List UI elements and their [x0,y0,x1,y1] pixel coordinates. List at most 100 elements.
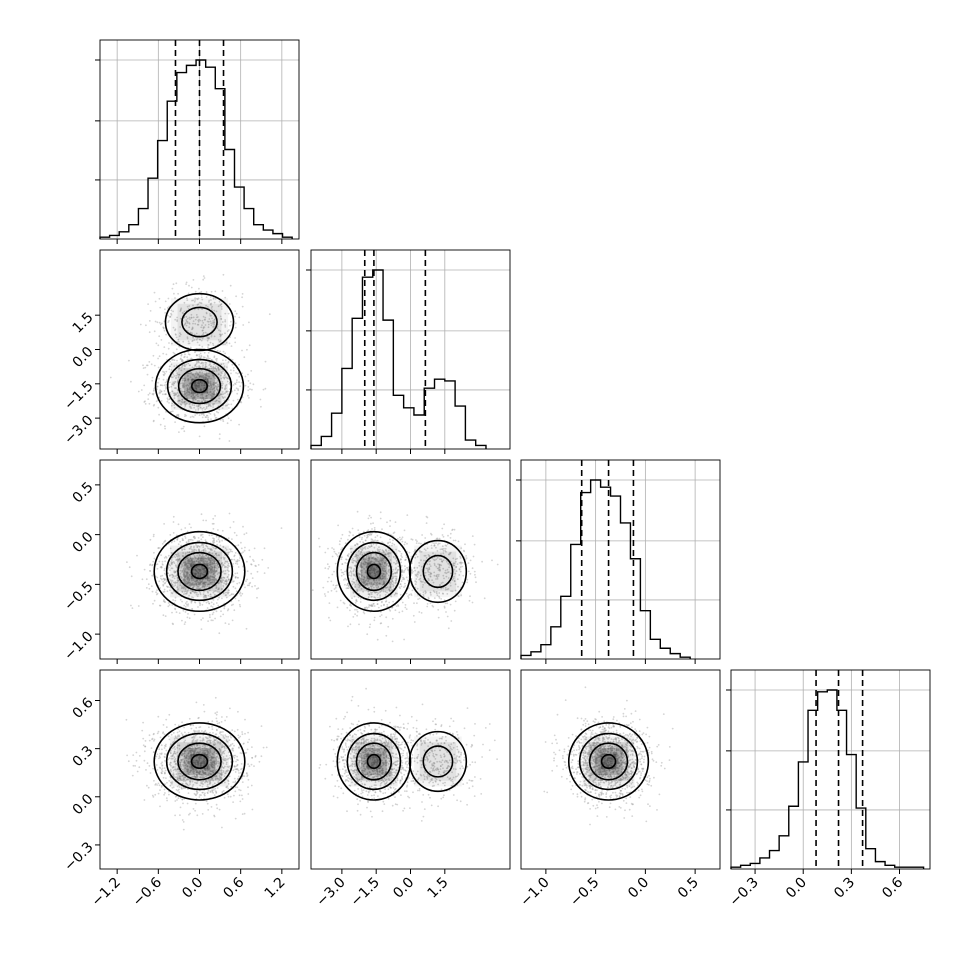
scatter-point [227,422,229,424]
scatter-point [466,557,468,559]
scatter-point [359,536,361,538]
scatter-point [250,563,252,565]
scatter-point [164,767,166,769]
scatter-point [427,517,429,519]
scatter-point [157,407,159,409]
scatter-point [241,763,243,765]
scatter-point [246,579,248,581]
scatter-point [336,591,338,593]
scatter-point [214,712,216,714]
scatter-point [403,578,405,580]
scatter-point [364,613,366,615]
scatter-point [146,785,148,787]
scatter-point [157,716,159,718]
scatter-point [252,577,254,579]
scatter-point [195,727,197,729]
scatter-point [162,564,164,566]
scatter-point [330,581,332,583]
scatter-point [212,518,214,520]
scatter-point [348,535,350,537]
scatter-point [157,382,159,384]
scatter-point [397,538,399,540]
scatter-point [204,357,206,359]
scatter-point [185,602,187,604]
scatter-point [180,355,182,357]
scatter-point [163,599,165,601]
scatter-point [229,708,231,710]
scatter-point [241,382,243,384]
scatter-point [146,578,148,580]
scatter-point [426,522,428,524]
scatter-point [167,397,169,399]
scatter-point [159,307,161,309]
scatter-point [150,310,152,312]
scatter-point [234,739,236,741]
scatter-point [406,543,408,545]
scatter-point [214,515,216,517]
scatter-point [432,605,434,607]
scatter-point [402,602,404,604]
scatter-point [249,556,251,558]
scatter-point [398,565,400,567]
scatter-point [368,518,370,520]
scatter-point [139,755,141,757]
scatter-point [234,389,236,391]
scatter-point [157,386,159,388]
scatter-point [234,316,236,318]
scatter-point [393,532,395,534]
scatter-point [250,573,252,575]
scatter-point [181,620,183,622]
density-cell [367,563,382,579]
scatter-point [231,551,233,553]
scatter-point [161,400,163,402]
scatter-point [219,351,221,353]
scatter-point [219,541,221,543]
scatter-point [144,569,146,571]
scatter-point [207,809,209,811]
scatter-point [202,279,204,281]
scatter-point [389,541,391,543]
scatter-point [399,587,401,589]
scatter-point [164,425,166,427]
scatter-point [160,384,162,386]
scatter-point [253,383,255,385]
scatter-point [439,543,441,545]
scatter-point [176,539,178,541]
scatter-point [207,346,209,348]
scatter-point [164,756,166,758]
scatter-point [147,374,149,376]
scatter-point [243,533,245,535]
scatter-point [400,594,402,596]
scatter-point [172,623,174,625]
scatter-point [212,606,214,608]
scatter-point [164,589,166,591]
scatter-point [373,540,375,542]
scatter-point [179,612,181,614]
scatter-point [199,436,201,438]
scatter-point [403,586,405,588]
scatter-point [409,552,411,554]
scatter-point [248,739,250,741]
scatter-point [405,568,407,570]
scatter-point [225,622,227,624]
scatter-point [158,335,160,337]
scatter-point [152,795,154,797]
scatter-point [341,547,343,549]
scatter-point [200,534,202,536]
scatter-point [244,587,246,589]
scatter-point [246,775,248,777]
scatter-point [246,561,248,563]
scatter-point [333,571,335,573]
scatter-point [138,391,140,393]
scatter-point [191,287,193,289]
scatter-point [173,283,175,285]
scatter-point [375,544,377,546]
scatter-point [209,616,211,618]
scatter-point [201,513,203,515]
scatter-point [207,620,209,622]
scatter-point [220,616,222,618]
scatter-point [179,814,181,816]
scatter-point [163,569,165,571]
scatter-point [312,589,314,591]
scatter-point [164,582,166,584]
